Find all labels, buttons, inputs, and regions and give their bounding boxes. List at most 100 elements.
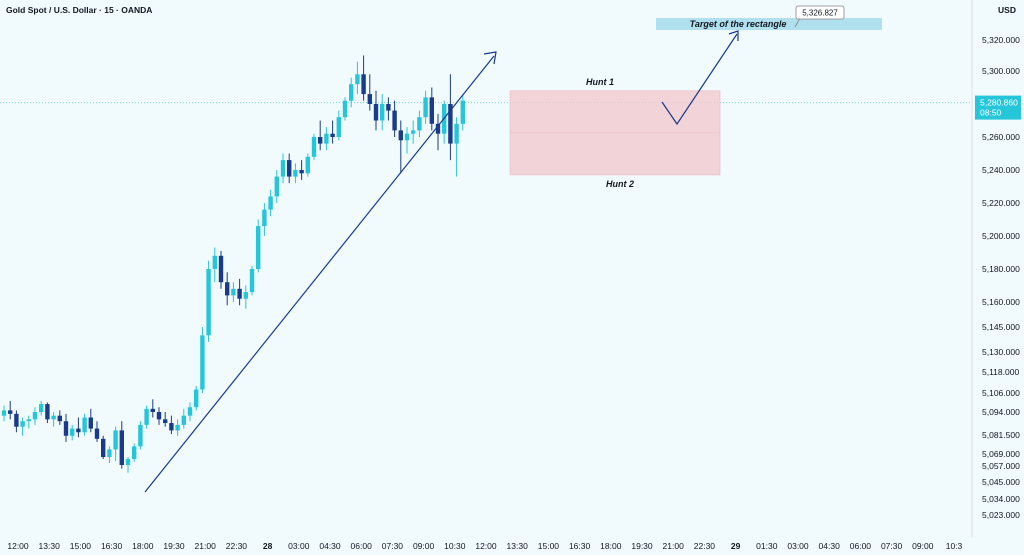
candle-body [280,160,286,177]
y-tick-label: 5,320.000 [982,35,1020,45]
candle-body [336,117,341,137]
y-tick-label: 5,160.000 [982,297,1020,307]
y-tick-label: 5,118.000 [982,367,1019,377]
candle-body [435,123,441,134]
x-tick-label: 12:00 [7,541,29,551]
candle-body [125,459,131,465]
candle-body [156,412,162,420]
callout-box [795,5,845,20]
candle-body [144,408,149,425]
candle-body [460,100,465,124]
y-tick-label: 5,069.000 [982,449,1020,459]
x-tick-label: 01:30 [756,541,778,551]
current-price-box [975,95,1021,120]
candle-body [76,428,81,433]
candle-body [392,110,397,131]
candle-body [212,255,217,269]
candle-body [51,415,56,420]
candle-body [107,449,112,457]
candle-body [330,133,335,137]
candle-body [45,404,50,420]
x-tick-label: 16:30 [569,541,591,551]
candle-body [63,421,69,436]
y-tick-label: 5,145.000 [982,322,1020,332]
y-tick-label: 5,034.000 [982,494,1020,504]
x-tick-label: 10:30 [444,541,466,551]
y-tick-label: 5,045.000 [982,477,1020,487]
x-tick-label: 28 [263,541,273,551]
projection-path[interactable] [661,33,738,126]
x-tick-label: 13:30 [39,541,61,551]
candle-body [169,423,174,431]
y-tick-label: 5,057.000 [982,461,1020,471]
x-tick-label: 19:30 [163,541,185,551]
candle-body [113,430,118,450]
candle-body [268,196,273,210]
candle-body [150,408,155,412]
hunt1-label: Hunt 1 [586,77,614,87]
x-tick-label: 22:30 [694,541,716,551]
candle-body [373,104,379,121]
candle-body [299,170,304,174]
y-tick-label: 5,220.000 [982,198,1020,208]
candle-body [20,421,25,427]
x-tick-label: 19:30 [631,541,653,551]
x-tick-label: 09:00 [912,541,934,551]
candle-body [361,74,366,95]
x-tick-label: 15:00 [70,541,92,551]
y-tick-label: 5,094.000 [982,407,1020,417]
candle-body [225,282,230,296]
candle-body [138,424,143,447]
currency-label[interactable]: USD [998,5,1016,15]
candle-body [448,104,453,144]
x-tick-label: 07:30 [382,541,404,551]
candle-body [163,419,168,424]
candle-body [200,335,205,390]
y-tick-label: 5,106.000 [982,388,1020,398]
x-tick-label: 03:00 [787,541,809,551]
candle-body [1,410,7,416]
candle-body [262,209,267,227]
candle-body [311,137,317,157]
trend-arrow-head [483,51,497,65]
candle-body [342,100,348,118]
candle-body [243,292,248,299]
x-tick-label: 06:00 [351,541,373,551]
target-label: Target of the rectangle [690,19,787,29]
x-tick-label: 18:00 [600,541,622,551]
target-price-label: 5,326.827 [802,9,838,18]
x-tick-label: 03:00 [288,541,310,551]
candle-body [101,438,106,457]
x-tick-label: 10:3 [946,541,963,551]
x-tick-label: 13:30 [507,541,529,551]
candle-body [119,430,124,465]
candle-body [32,412,38,420]
candle-body [398,130,403,141]
x-tick-label: 07:30 [881,541,903,551]
x-tick-label: 06:00 [850,541,872,551]
candle-body [423,97,428,118]
candle-body [57,415,62,422]
trend-arrow-line[interactable] [144,55,495,493]
candle-body [411,130,416,134]
candle-body [70,428,75,436]
candle-body [454,123,459,144]
x-tick-label: 04:30 [819,541,841,551]
candle-body [324,133,329,144]
candle-body [237,288,242,299]
x-tick-label: 29 [731,541,741,551]
projection-arrow-head [728,30,739,41]
y-tick-label: 5,200.000 [982,231,1020,241]
candle-body [181,415,186,425]
candle-body [187,407,193,416]
candle-body [386,104,391,111]
x-tick-label: 12:00 [475,541,497,551]
candle-body [305,156,310,174]
target-rectangle[interactable] [656,18,882,30]
x-tick-label: 21:00 [195,541,217,551]
x-tick-label: 18:00 [132,541,154,551]
x-tick-label: 09:00 [413,541,435,551]
y-tick-label: 5,260.000 [982,132,1020,142]
candle-body [429,97,434,124]
